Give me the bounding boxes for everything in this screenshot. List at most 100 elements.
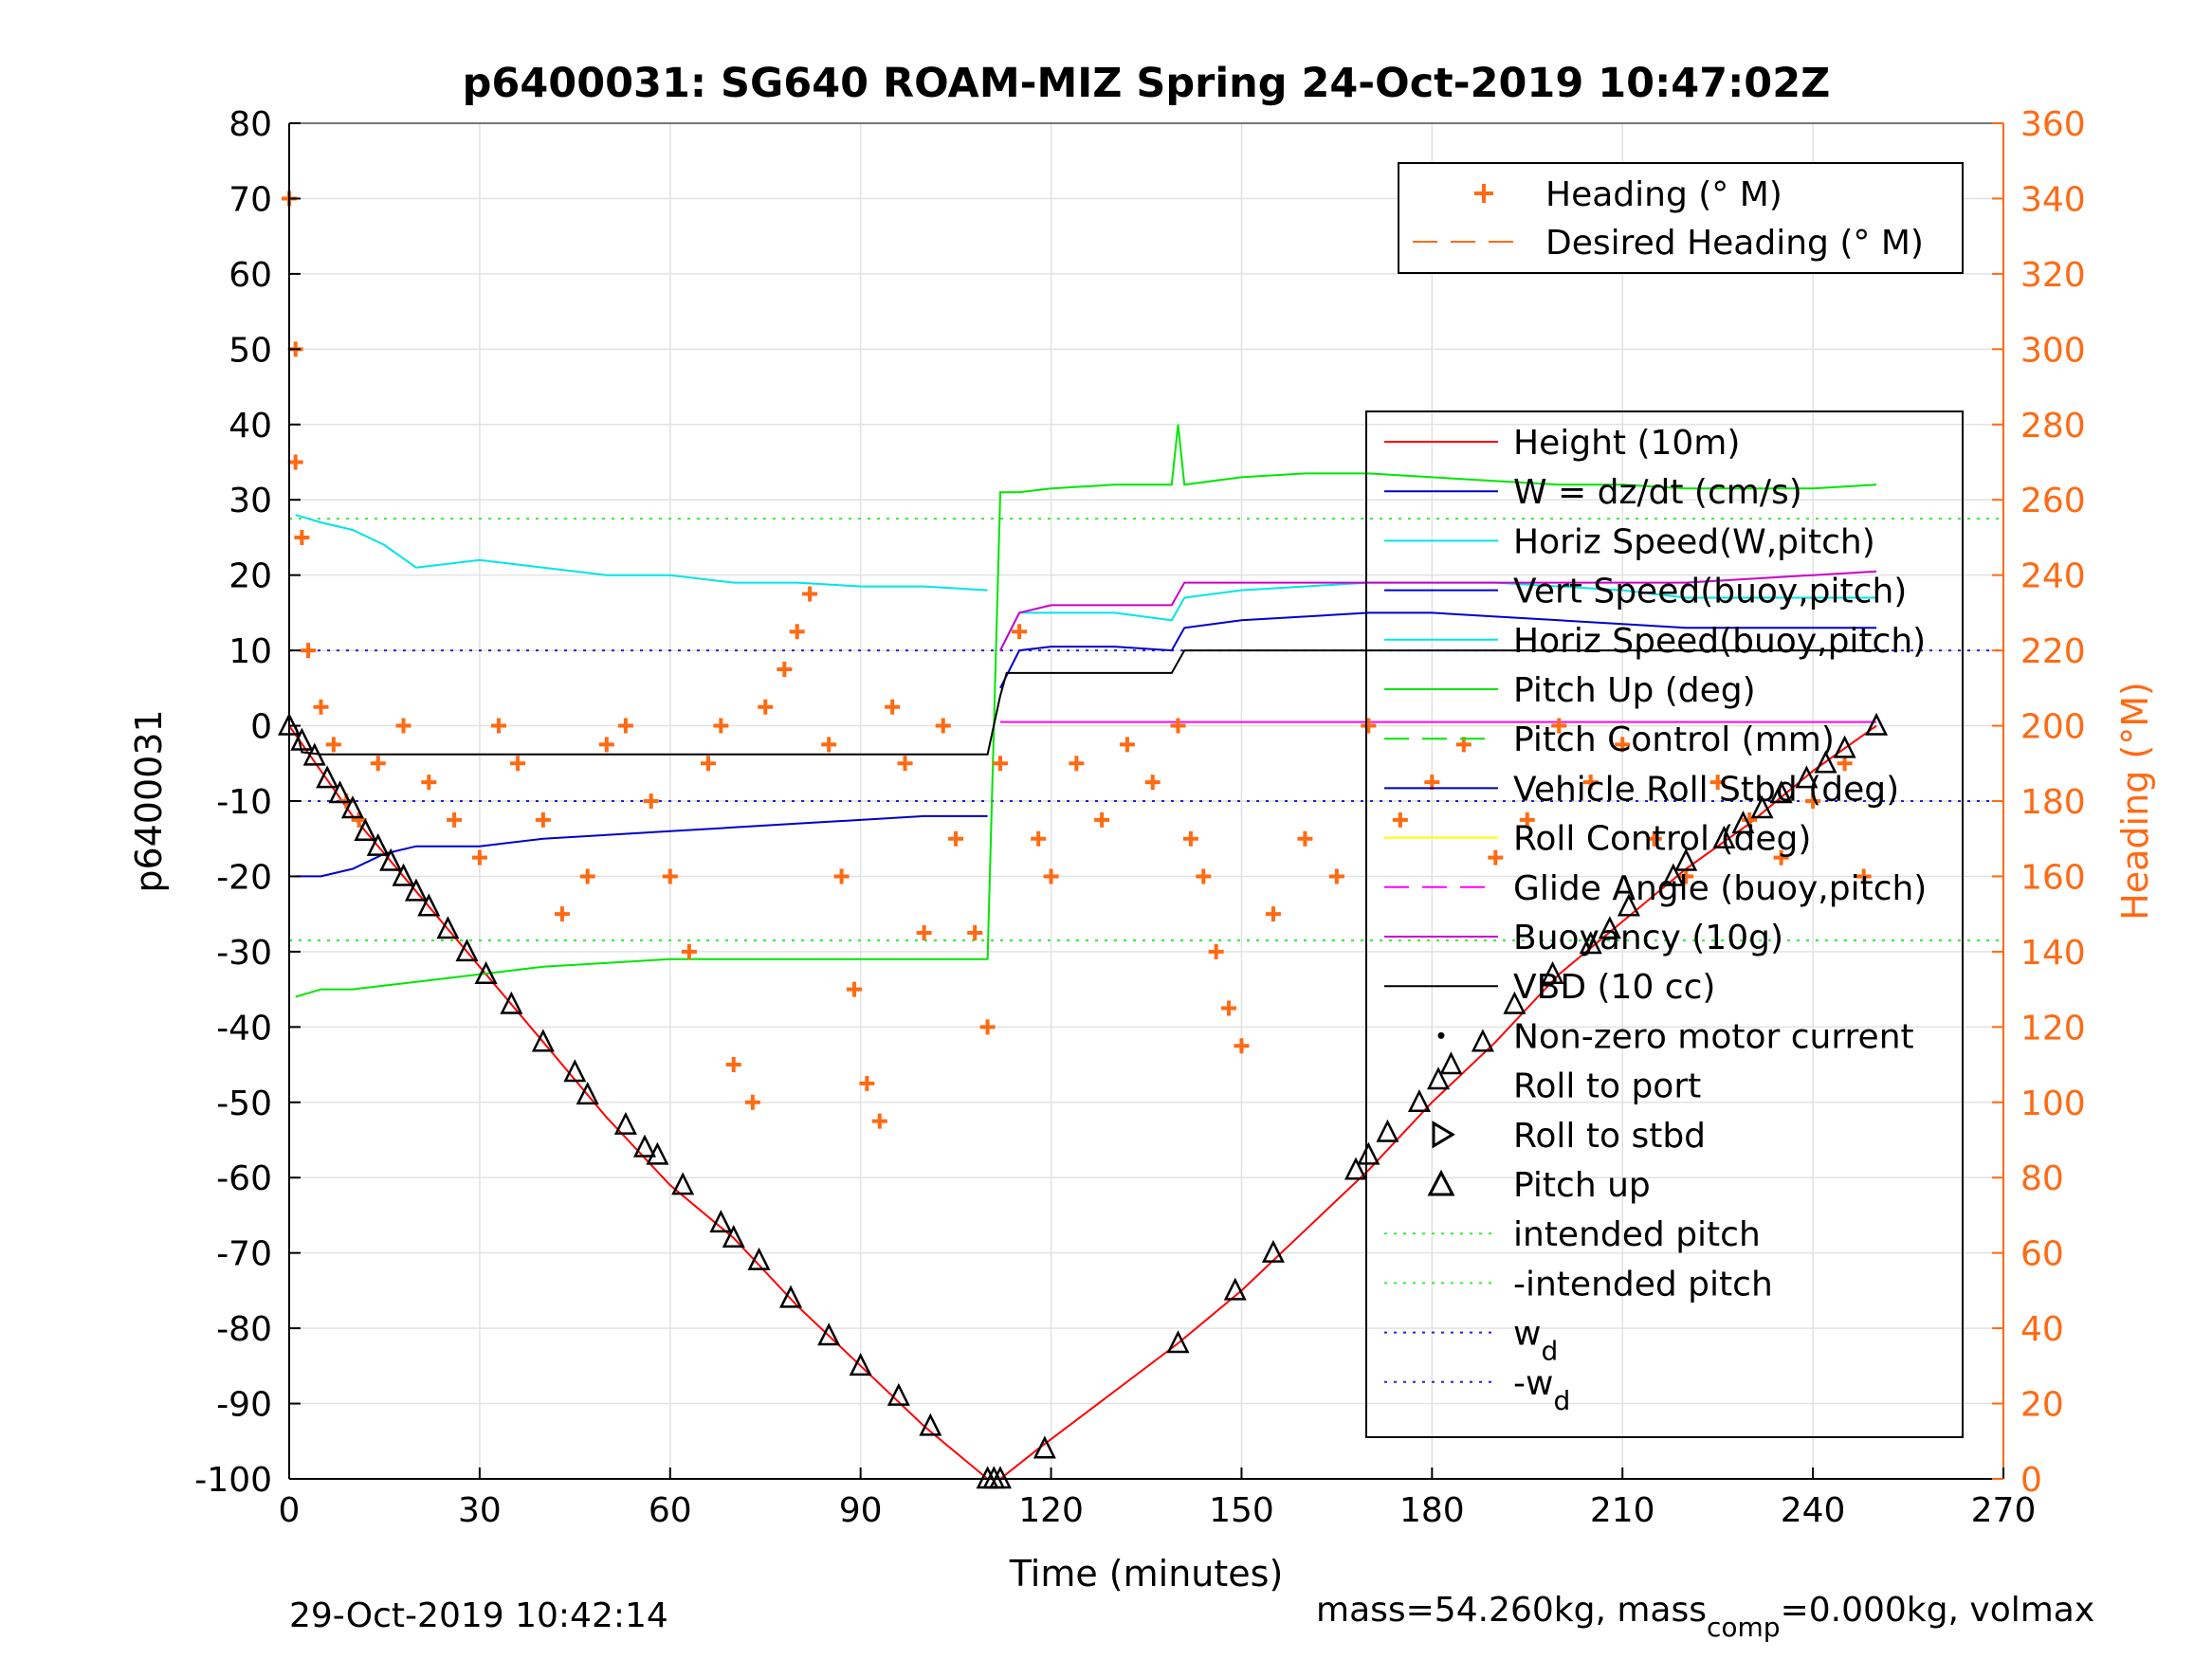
pitch-up-marker [474, 960, 498, 984]
pitch-up-marker [646, 1141, 669, 1165]
legend-entry-text: Horiz Speed(buoy,pitch) [1513, 622, 1926, 661]
heading-point [1646, 830, 1662, 847]
y2-tick-label: 260 [2020, 482, 2086, 520]
footer-date: 29-Oct-2019 10:42:14 [289, 1596, 668, 1635]
x-tick-label: 210 [1590, 1491, 1655, 1530]
heading-point [1328, 868, 1344, 884]
legend-entry-text: Horiz Speed(W,pitch) [1513, 522, 1875, 561]
y2-tick-label: 240 [2020, 557, 2086, 596]
x-tick-label: 0 [279, 1491, 301, 1530]
heading-point [1119, 737, 1135, 753]
legend-main-box [1365, 410, 1964, 1438]
series-line-pitch-up-deg [295, 424, 1877, 998]
pitch-up-marker [1750, 795, 1774, 819]
legend-entry-text: -w [1513, 1364, 1553, 1403]
legend-entry: wd [1513, 1315, 1558, 1367]
y-tick-label: 10 [229, 632, 272, 671]
x-axis-label: Time (minutes) [1009, 1553, 1284, 1595]
series-line-horiz-speed-w-pitch [295, 514, 988, 592]
pitch-up-marker [1617, 893, 1640, 917]
pitch-up-marker [1407, 1088, 1431, 1113]
heading-point [1144, 775, 1161, 791]
legend-entry: Roll Control (deg) [1513, 820, 1811, 859]
legend-entry: Pitch Up (deg) [1513, 671, 1756, 710]
pitch-up-marker [340, 795, 364, 819]
pitch-up-marker [817, 1322, 841, 1346]
pitch-up-marker [1674, 848, 1698, 871]
y2-tick-label: 20 [2020, 1386, 2064, 1425]
y2-tick-label: 40 [2020, 1310, 2064, 1349]
legend-entry-text: Roll to port [1513, 1067, 1701, 1106]
pitch-up-marker [1579, 931, 1602, 955]
legend-entry: Roll to stbd [1513, 1117, 1706, 1156]
footer-mass-sub: comp [1707, 1612, 1781, 1643]
heading-point [471, 849, 487, 866]
heading-point [935, 718, 951, 734]
y-tick-label: -30 [216, 934, 272, 973]
legend-entry-text: w [1513, 1315, 1541, 1354]
legend-entry-text: VBD (10 cc) [1513, 968, 1715, 1007]
heading-point [885, 699, 901, 715]
heading-point [325, 737, 341, 753]
legend-entry: Glide Angle (buoy,pitch) [1513, 869, 1927, 908]
pitch-up-marker [1357, 1141, 1380, 1165]
legend-entry-text: Pitch up [1513, 1166, 1651, 1205]
heading-point [1208, 943, 1224, 959]
heading-point [294, 529, 310, 545]
pitch-up-marker [1439, 1051, 1463, 1075]
heading-point [1265, 906, 1281, 922]
legend-entry: -intended pitch [1513, 1265, 1773, 1304]
heading-point [897, 756, 913, 772]
pitch-up-marker [392, 863, 415, 886]
y-tick-label: -70 [216, 1235, 272, 1274]
heading-point [681, 943, 697, 959]
heading-point [1551, 718, 1567, 734]
pitch-up-marker [1712, 825, 1736, 848]
y2-tick-label: 320 [2020, 256, 2086, 295]
pitch-up-marker [366, 832, 390, 856]
heading-point [979, 1019, 996, 1035]
series-line-buoyancy-10g [999, 570, 1877, 651]
y2-tick-label: 100 [2020, 1085, 2086, 1123]
legend-entry: intended pitch [1513, 1215, 1761, 1254]
heading-point [421, 775, 437, 791]
pitch-up-marker [1376, 1119, 1399, 1142]
pitch-up-marker [1661, 863, 1685, 886]
heading-point [395, 718, 411, 734]
legend-top-box [1398, 162, 1964, 274]
series-line-vbd-10-cc [294, 649, 1877, 756]
y-tick-label: -80 [216, 1310, 272, 1349]
legend-entry: Non-zero motor current [1513, 1017, 1914, 1056]
heading-point [821, 737, 837, 753]
pitch-up-marker [417, 893, 441, 917]
legend-swatch [1432, 1121, 1455, 1149]
heading-point [1773, 849, 1789, 866]
heading-point [916, 925, 932, 941]
y-tick-label: -50 [216, 1085, 272, 1123]
heading-point [1031, 830, 1047, 847]
y2-tick-label: 60 [2020, 1235, 2064, 1274]
heading-point [1678, 868, 1694, 884]
heading-point [713, 718, 729, 734]
legend-entry-subscript: d [1553, 1385, 1570, 1416]
heading-point [846, 981, 862, 997]
legend-entry-text: -intended pitch [1513, 1265, 1773, 1304]
heading-point [447, 811, 463, 828]
y2-axis-label: Heading (°M) [2114, 682, 2156, 921]
legend-heading-marker [1474, 184, 1493, 203]
pitch-up-marker [722, 1224, 745, 1249]
legend-entry-text: Roll Control (deg) [1513, 820, 1811, 859]
legend-entry: Vehicle Roll Stbd (deg) [1513, 770, 1899, 809]
heading-point [662, 868, 678, 884]
heading-point [1297, 830, 1313, 847]
heading-point [725, 1057, 741, 1073]
legend-swatch [1437, 1031, 1445, 1039]
heading-point [301, 643, 317, 659]
heading-point [1805, 793, 1821, 809]
pitch-up-marker [500, 991, 523, 1014]
pitch-up-marker [1033, 1435, 1056, 1459]
pitch-up-marker [1795, 765, 1819, 789]
heading-point [510, 756, 526, 772]
heading-point [1856, 868, 1872, 884]
